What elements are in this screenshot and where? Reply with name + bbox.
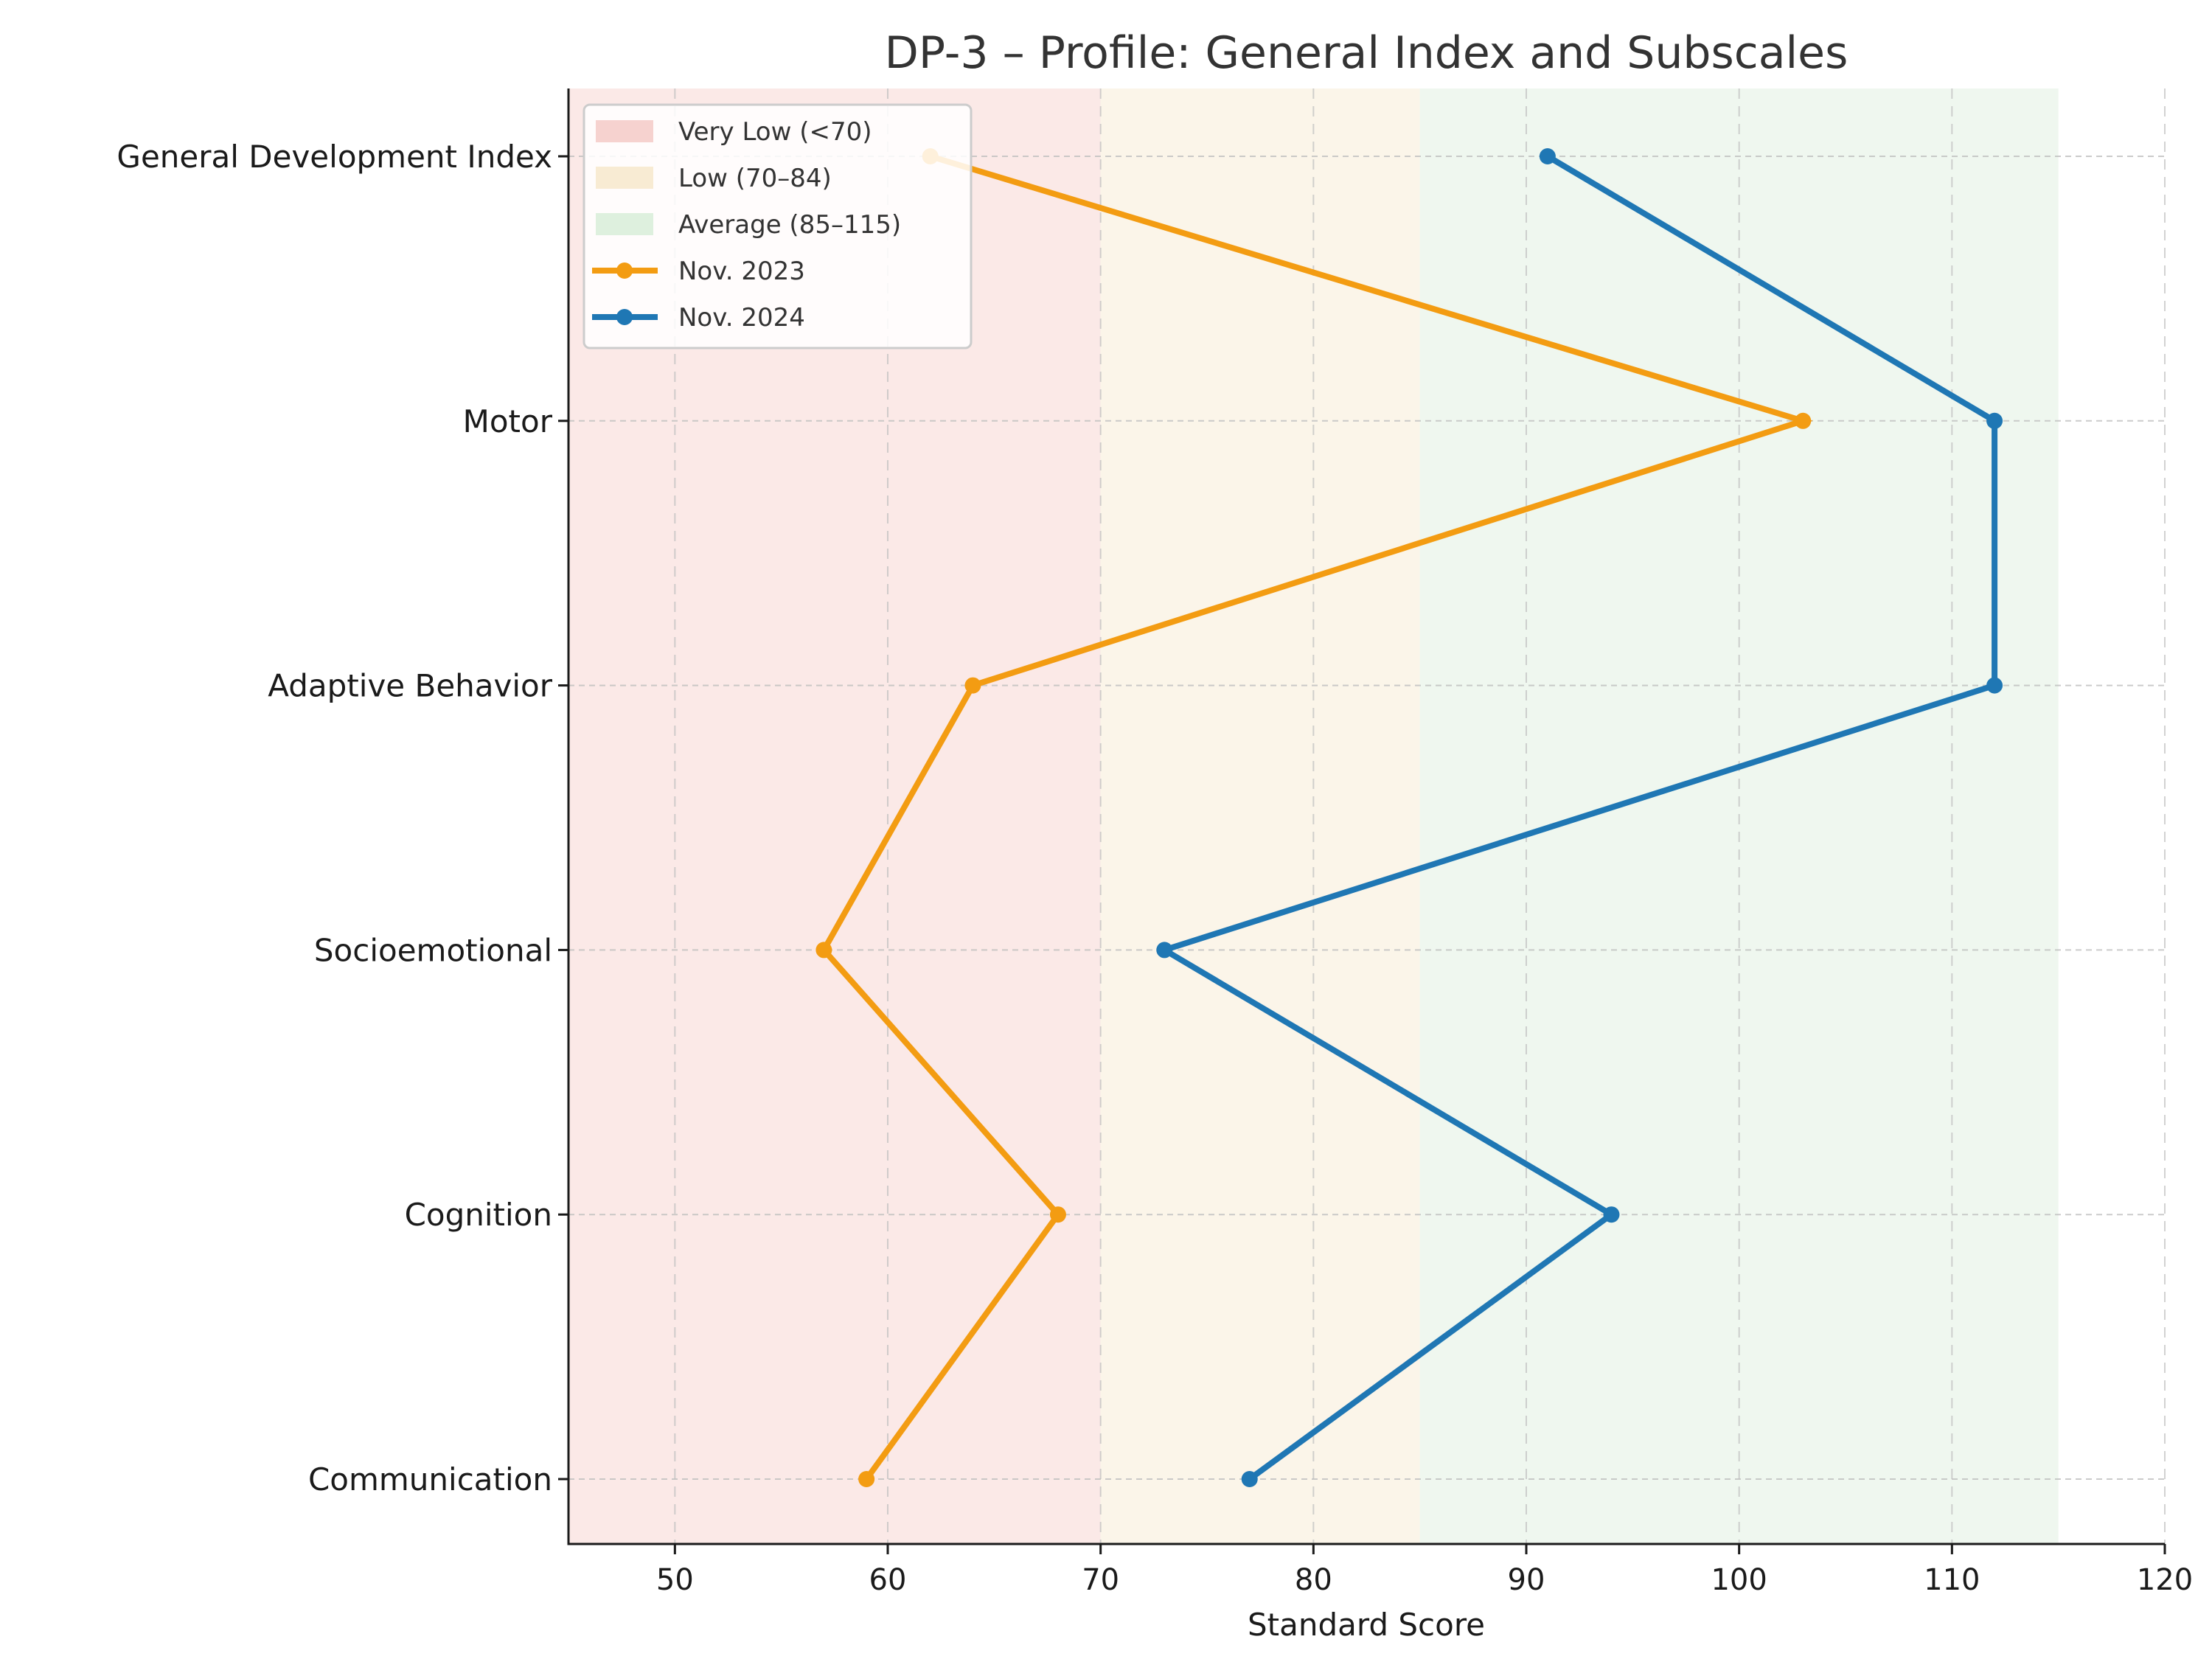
legend-label: Average (85–115)	[678, 210, 901, 240]
legend: Very Low (<70) Low (70–84) Average (85–115…	[582, 103, 973, 349]
data-point	[1156, 942, 1173, 959]
x-axis-label: Standard Score	[1248, 1607, 1485, 1643]
y-tick-label: Communication	[308, 1461, 552, 1498]
x-tick-label: 90	[1508, 1563, 1545, 1597]
legend-label: Low (70–84)	[678, 164, 832, 193]
series-lines	[815, 148, 2003, 1487]
legend-marker	[616, 309, 633, 325]
legend-label: Nov. 2023	[678, 257, 805, 286]
x-tick-label: 110	[1924, 1563, 1980, 1597]
data-point	[858, 1471, 875, 1487]
legend-marker	[616, 262, 633, 279]
x-tick-label: 70	[1082, 1563, 1119, 1597]
x-tick-labels: 50 60 70 80 90 100 110 120	[656, 1544, 2193, 1597]
legend-swatch	[596, 167, 653, 189]
data-point	[1986, 677, 2003, 694]
legend-label: Nov. 2024	[678, 303, 805, 333]
y-tick-label: Socioemotional	[314, 932, 552, 968]
chart-title: DP-3 – Profile: General Index and Subsca…	[885, 27, 1848, 79]
legend-swatch	[596, 120, 653, 142]
y-tick-labels: General Development Index Motor Adaptive B…	[116, 139, 568, 1498]
y-tick-label: Cognition	[405, 1197, 552, 1233]
x-tick-label: 60	[869, 1563, 907, 1597]
data-point	[964, 677, 981, 694]
x-tick-label: 80	[1295, 1563, 1332, 1597]
x-tick-label: 120	[2137, 1563, 2193, 1597]
y-tick-label: Adaptive Behavior	[268, 668, 552, 704]
legend-swatch	[596, 213, 653, 235]
y-tick-label: Motor	[463, 403, 553, 439]
x-tick-label: 100	[1711, 1563, 1767, 1597]
axes	[567, 88, 2165, 1545]
series-line-0	[820, 153, 1813, 1481]
legend-label: Very Low (<70)	[678, 117, 872, 147]
grid	[568, 88, 2166, 1544]
data-point	[1049, 1206, 1066, 1223]
data-point	[815, 942, 832, 959]
data-point	[1539, 148, 1556, 164]
data-point	[1986, 412, 2003, 429]
data-point	[1795, 412, 1812, 429]
data-point	[1241, 1471, 1258, 1487]
x-tick-label: 50	[656, 1563, 694, 1597]
y-tick-label: General Development Index	[116, 139, 552, 175]
data-point	[1603, 1206, 1620, 1223]
series-line-1	[1157, 153, 1998, 1482]
legend-box	[582, 103, 973, 349]
band-1	[1100, 88, 1420, 1544]
